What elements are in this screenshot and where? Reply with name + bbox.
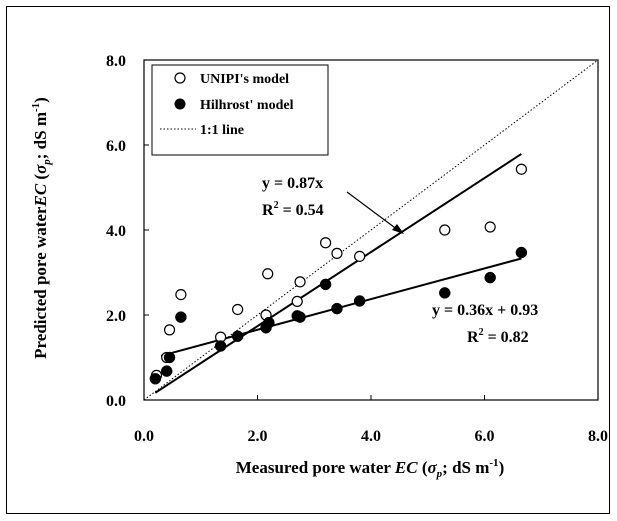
y-tick-label: 4.0 [106,223,126,240]
x-tick-label: 0.0 [134,428,154,445]
point-hilhrost [331,302,343,315]
point-hilhrost [439,287,451,299]
point-unipi [331,247,343,259]
point-hilhrost [353,295,366,307]
point-unipi [354,250,366,262]
legend: UNIPI's model Hilhrost' model 1:1 line [151,64,329,156]
point-hilhrost [163,351,176,364]
chart-frame [6,6,610,514]
y-tick-label: 2.0 [106,308,126,325]
legend-label-hilhrost: Hilhrost' model [200,98,294,113]
legend-label-unipi: UNIPI's model [200,72,289,87]
point-hilhrost [263,316,275,329]
y-tick-label: 8.0 [106,53,126,70]
point-hilhrost [175,311,187,323]
y-tick-label: 0.0 [106,393,126,410]
point-unipi [175,289,187,301]
point-hilhrost [160,365,173,377]
point-hilhrost [319,278,332,291]
point-unipi [439,224,451,236]
x-tick-label: 4.0 [361,428,381,445]
x-tick-label: 6.0 [475,428,495,445]
point-unipi [262,268,274,280]
axis-ticks: 0.0 2.0 4.0 6.0 8.0 0.0 2.0 4.0 6.0 8.0 [106,53,608,445]
x-axis-title: Measured pore water EC (σp; dS m-1) [236,457,504,480]
point-unipi [515,163,527,175]
legend-marker-hilhrost [174,98,186,110]
fit-label-hilhrost-r2: R2 = 0.82 [467,327,529,346]
point-unipi [163,324,176,336]
fit-label-unipi-r2: R2 = 0.54 [262,200,324,219]
legend-marker-unipi [174,72,186,84]
x-tick-label: 8.0 [588,428,608,445]
point-hilhrost [484,271,496,284]
fit-label-unipi-equation: y = 0.87x [262,175,323,192]
point-unipi [294,276,306,288]
x-tick-label: 2.0 [248,428,268,445]
point-hilhrost [294,311,306,323]
fit-arrow-unipi [346,191,404,234]
y-tick-label: 6.0 [106,138,126,155]
point-unipi [320,237,332,249]
legend-label-reference: 1:1 line [200,123,244,138]
point-unipi [484,221,496,233]
fit-line-unipi [154,153,522,394]
y-axis-title: Predicted pore waterEC (σp; dS m-1) [30,97,53,359]
point-hilhrost [231,330,244,342]
point-hilhrost [515,246,528,259]
fit-label-hilhrost-equation: y = 0.36x + 0.93 [432,302,538,319]
point-unipi [232,303,244,316]
chart-points [149,163,528,385]
point-unipi [291,295,303,307]
point-hilhrost [214,340,227,352]
point-hilhrost [149,373,162,385]
